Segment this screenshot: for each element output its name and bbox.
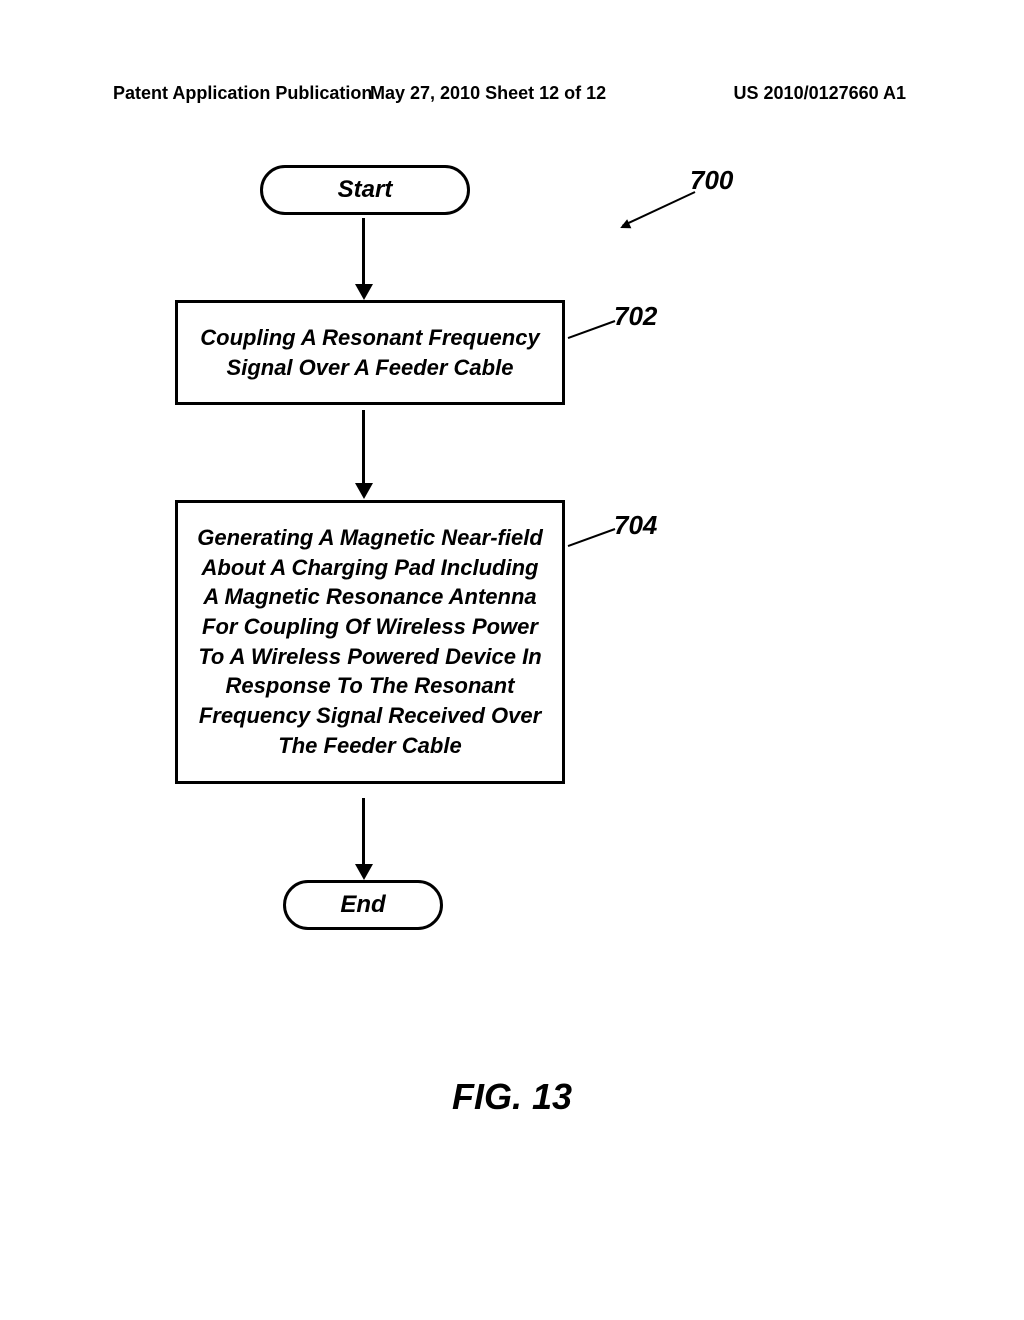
ref-label-700: 700 [690, 165, 733, 196]
arrow-1-head [355, 284, 373, 300]
ref-label-704: 704 [614, 510, 657, 541]
process-step-2: Generating A Magnetic Near-field About A… [175, 500, 565, 784]
leader-700 [622, 191, 695, 227]
arrow-2-head [355, 483, 373, 499]
start-terminal: Start [260, 165, 470, 215]
figure-label: FIG. 13 [0, 1076, 1024, 1118]
header-date-sheet: May 27, 2010 Sheet 12 of 12 [370, 83, 606, 104]
leader-702 [568, 320, 616, 339]
header-pubno: US 2010/0127660 A1 [734, 83, 906, 104]
arrow-1-line [362, 218, 365, 286]
process-step-1: Coupling A Resonant Frequency Signal Ove… [175, 300, 565, 405]
end-terminal: End [283, 880, 443, 930]
ref-label-702: 702 [614, 301, 657, 332]
leader-704 [568, 528, 616, 547]
leader-700-point [618, 219, 631, 232]
header-publication: Patent Application Publication [113, 83, 372, 104]
arrow-3-line [362, 798, 365, 866]
arrow-3-head [355, 864, 373, 880]
arrow-2-line [362, 410, 365, 485]
